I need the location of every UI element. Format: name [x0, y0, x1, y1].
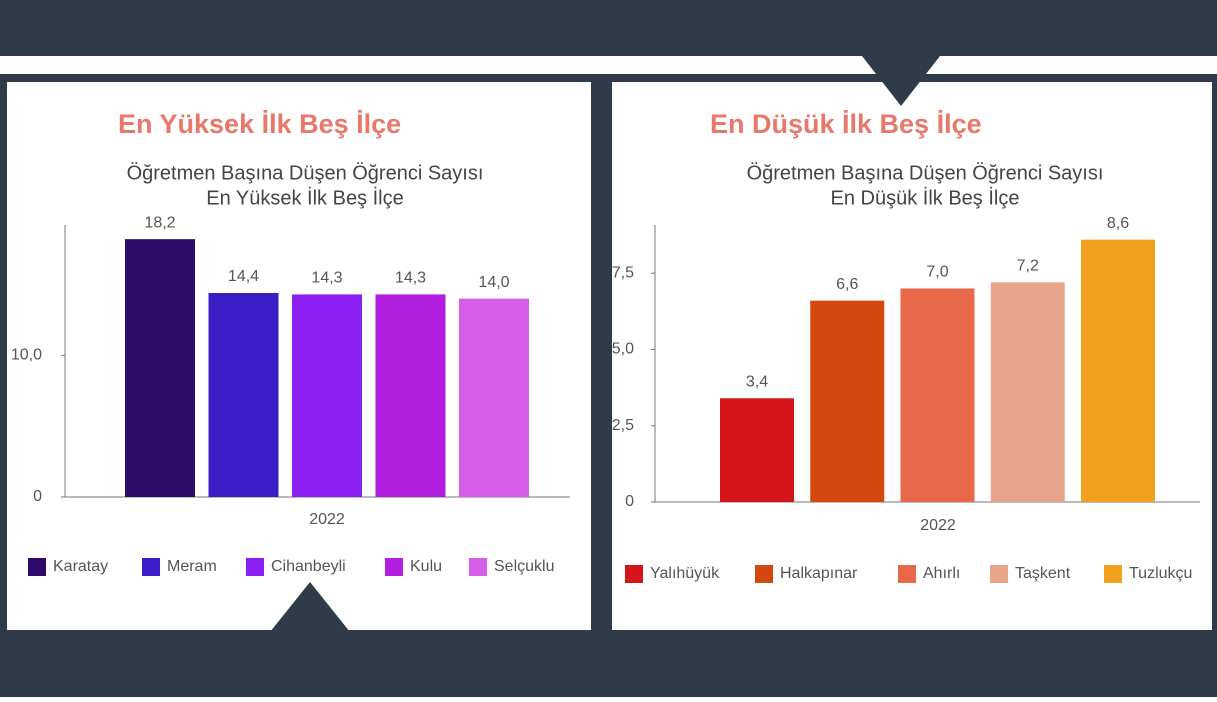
bar [125, 239, 195, 497]
legend-label: Ahırlı [923, 565, 960, 582]
bar [459, 298, 529, 497]
data-label: 18,2 [144, 214, 175, 231]
chart-heading: En Düşük İlk Beş İlçe [710, 109, 982, 139]
legend-swatch [385, 558, 403, 576]
legend-label: Kulu [410, 558, 442, 575]
y-tick-label: 5,0 [612, 341, 634, 358]
data-label: 6,6 [836, 276, 858, 293]
data-label: 14,0 [478, 274, 509, 291]
bar [720, 398, 794, 502]
chart-title: En Düşük İlk Beş İlçe [831, 186, 1020, 209]
legend-swatch [755, 565, 773, 583]
bar [292, 294, 362, 497]
y-tick-label: 2,5 [612, 417, 634, 434]
legend-swatch [990, 565, 1008, 583]
legend-label: Taşkent [1015, 565, 1071, 582]
legend-label: Halkapınar [780, 565, 858, 582]
chart-title: En Yüksek İlk Beş İlçe [206, 186, 404, 209]
bar [208, 293, 279, 497]
data-label: 7,0 [926, 264, 948, 281]
legend-swatch [1104, 565, 1122, 583]
legend-label: Karatay [53, 558, 108, 575]
data-label: 3,4 [746, 373, 768, 390]
legend-swatch [246, 558, 264, 576]
data-label: 14,3 [311, 270, 342, 287]
y-tick-label: 7,5 [612, 264, 634, 281]
x-tick-label: 2022 [920, 517, 956, 534]
y-tick-label: 10,0 [11, 347, 42, 364]
legend-swatch [28, 558, 46, 576]
pointer-down [862, 56, 940, 106]
bottom-band [0, 630, 1217, 697]
legend-swatch [469, 558, 487, 576]
data-label: 7,2 [1017, 258, 1039, 275]
x-tick-label: 2022 [309, 511, 345, 528]
y-tick-label: 0 [33, 488, 42, 505]
chart-title: Öğretmen Başına Düşen Öğrenci Sayısı [747, 162, 1104, 184]
bar [810, 300, 885, 502]
bar [990, 282, 1065, 502]
bar [375, 294, 446, 497]
bar [900, 288, 975, 502]
chart-heading: En Yüksek İlk Beş İlçe [118, 109, 401, 139]
legend-label: Yalıhüyük [650, 565, 720, 582]
data-label: 14,4 [228, 268, 259, 285]
y-tick-label: 0 [625, 493, 634, 510]
legend-label: Meram [167, 558, 217, 575]
top-band [0, 0, 1217, 56]
legend-swatch [898, 565, 916, 583]
pointer-up [270, 582, 350, 632]
data-label: 14,3 [395, 270, 426, 287]
legend-label: Cihanbeyli [271, 558, 346, 575]
legend-swatch [142, 558, 160, 576]
legend-label: Selçuklu [494, 558, 554, 575]
chart-title: Öğretmen Başına Düşen Öğrenci Sayısı [127, 162, 484, 184]
bar [1081, 239, 1155, 502]
data-label: 8,6 [1107, 215, 1129, 232]
legend-swatch [625, 565, 643, 583]
legend-label: Tuzlukçu [1129, 565, 1192, 582]
